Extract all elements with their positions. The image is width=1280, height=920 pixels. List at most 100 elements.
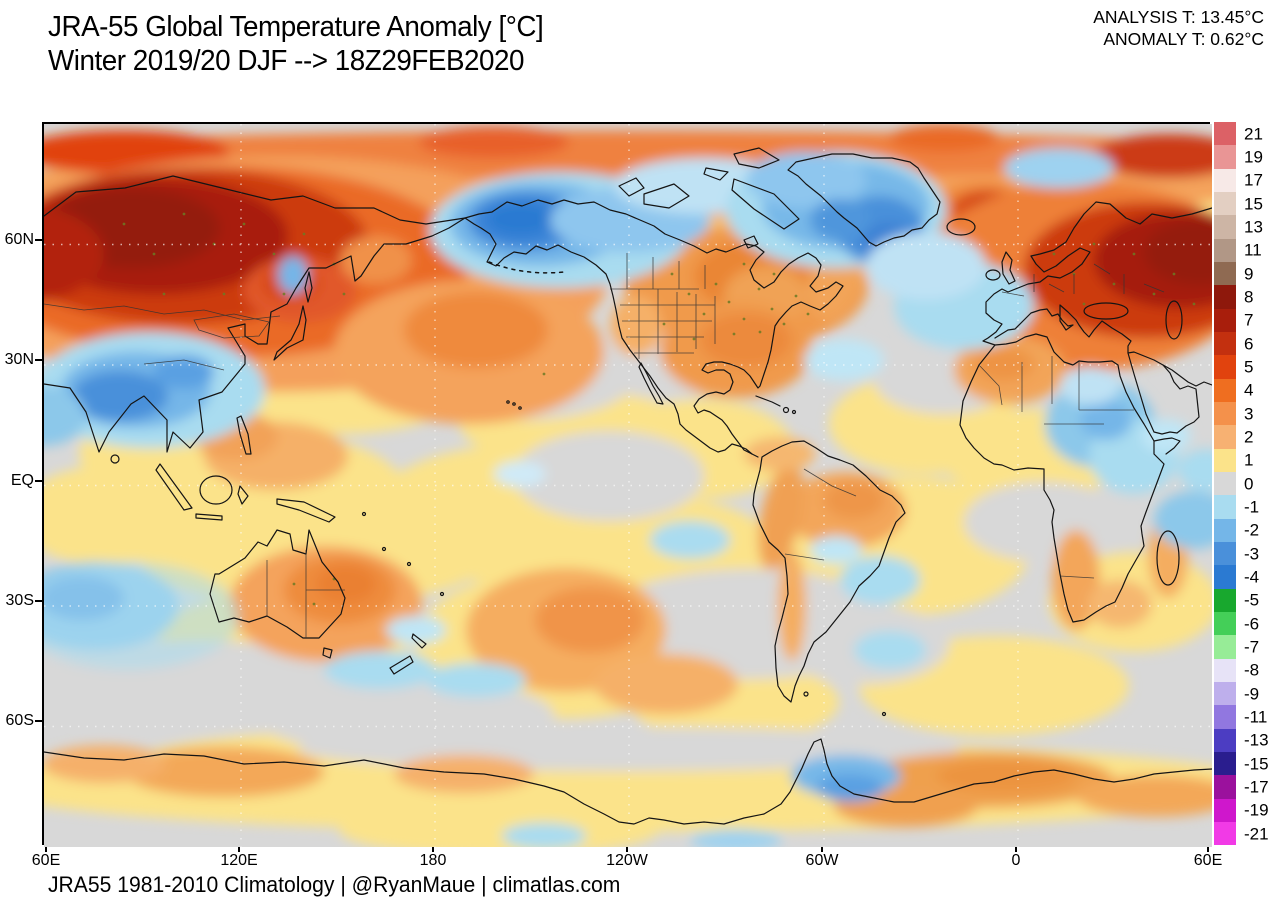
colorbar-label: 11 xyxy=(1244,240,1262,260)
colorbar-label: 15 xyxy=(1244,194,1263,214)
colorbar-segment: 5 xyxy=(1214,355,1280,379)
colorbar-label: 2 xyxy=(1244,427,1254,447)
colorbar-swatch xyxy=(1214,285,1236,309)
colorbar-label: -3 xyxy=(1244,544,1260,564)
colorbar-segment: -6 xyxy=(1214,611,1280,636)
colorbar-segment: 8 xyxy=(1214,285,1280,309)
world-anomaly-map xyxy=(42,122,1212,847)
colorbar-segment: 3 xyxy=(1214,401,1280,426)
colorbar-swatch xyxy=(1214,565,1236,589)
lon-tick xyxy=(626,845,628,852)
political-borders xyxy=(44,253,1165,638)
lon-tick xyxy=(1207,845,1209,852)
colorbar-swatch xyxy=(1214,775,1236,799)
coastlines xyxy=(44,147,1212,825)
colorbar-label: 13 xyxy=(1244,217,1263,237)
colorbar-segment: 4 xyxy=(1214,378,1280,402)
colorbar-swatch xyxy=(1214,378,1236,402)
colorbar-swatch xyxy=(1214,425,1236,449)
colorbar-segment: -3 xyxy=(1214,541,1280,566)
colorbar-segment: 7 xyxy=(1214,308,1280,332)
lat-tick xyxy=(35,720,42,722)
colorbar-label: -6 xyxy=(1244,614,1260,634)
longitude-label: 60W xyxy=(805,852,839,869)
colorbar-swatch xyxy=(1214,215,1236,239)
longitude-label: 120E xyxy=(220,852,258,869)
colorbar-label: -2 xyxy=(1244,520,1260,540)
colorbar-label: 3 xyxy=(1244,404,1254,424)
colorbar-label: 19 xyxy=(1244,147,1263,167)
colorbar-label: -9 xyxy=(1244,684,1260,704)
colorbar-swatch xyxy=(1214,541,1236,566)
colorbar-swatch xyxy=(1214,401,1236,426)
terrain-speckles xyxy=(122,212,1196,606)
colorbar-segment: -5 xyxy=(1214,588,1280,612)
longitude-label: 60E xyxy=(1193,852,1223,869)
colorbar-segment: 1 xyxy=(1214,448,1280,472)
colorbar-label: 7 xyxy=(1244,310,1254,330)
colorbar-label: 9 xyxy=(1244,264,1254,284)
longitude-label: 120W xyxy=(606,852,648,869)
colorbar-swatch xyxy=(1214,658,1236,682)
colorbar-segment: 2 xyxy=(1214,425,1280,449)
colorbar-label: 8 xyxy=(1244,287,1254,307)
colorbar-swatch xyxy=(1214,355,1236,379)
lat-tick xyxy=(35,239,42,241)
colorbar-swatch xyxy=(1214,448,1236,472)
colorbar-segment: -13 xyxy=(1214,728,1280,752)
colorbar-swatch xyxy=(1214,611,1236,636)
colorbar-swatch xyxy=(1214,518,1236,542)
lon-tick xyxy=(821,845,823,852)
colorbar-segment: -9 xyxy=(1214,681,1280,706)
colorbar-swatch xyxy=(1214,122,1236,146)
lon-tick xyxy=(432,845,434,852)
footer-credit: JRA55 1981-2010 Climatology | @RyanMaue … xyxy=(48,872,621,897)
colorbar-segment: 11 xyxy=(1214,238,1280,262)
lon-tick xyxy=(1015,845,1017,852)
colorbar-segment: 15 xyxy=(1214,191,1280,216)
colorbar-swatch xyxy=(1214,728,1236,752)
longitude-label: 60E xyxy=(31,852,61,869)
colorbar: 21 19 17 15 13 11 9 xyxy=(1214,122,1280,846)
colorbar-swatch xyxy=(1214,261,1236,286)
colorbar-swatch xyxy=(1214,191,1236,216)
colorbar-swatch xyxy=(1214,471,1236,496)
colorbar-segment: 17 xyxy=(1214,168,1280,192)
colorbar-swatch xyxy=(1214,821,1236,846)
colorbar-swatch xyxy=(1214,308,1236,332)
colorbar-label: -1 xyxy=(1244,497,1260,517)
stats-block: ANALYSIS T: 13.45°C ANOMALY T: 0.62°C xyxy=(1093,6,1264,50)
colorbar-swatch xyxy=(1214,635,1236,659)
page-title: JRA-55 Global Temperature Anomaly [°C] W… xyxy=(48,10,544,78)
lat-tick xyxy=(35,600,42,602)
colorbar-segment: 13 xyxy=(1214,215,1280,239)
colorbar-segment: -1 xyxy=(1214,495,1280,519)
colorbar-label: -8 xyxy=(1244,660,1260,680)
colorbar-label: 4 xyxy=(1244,380,1254,400)
title-line-1: JRA-55 Global Temperature Anomaly [°C] xyxy=(48,11,544,43)
colorbar-label: -5 xyxy=(1244,590,1260,610)
colorbar-label: 6 xyxy=(1244,334,1254,354)
colorbar-label: -11 xyxy=(1244,707,1268,727)
colorbar-segment: -8 xyxy=(1214,658,1280,682)
colorbar-swatch xyxy=(1214,145,1236,169)
colorbar-swatch xyxy=(1214,798,1236,822)
latitude-label: 30S xyxy=(5,592,34,609)
longitude-label: 180 xyxy=(419,852,447,869)
colorbar-swatch xyxy=(1214,495,1236,519)
colorbar-segment: -11 xyxy=(1214,705,1280,729)
colorbar-swatch xyxy=(1214,705,1236,729)
colorbar-segment: -15 xyxy=(1214,751,1280,776)
lat-tick xyxy=(35,480,42,482)
lon-tick xyxy=(238,845,240,852)
colorbar-label: -19 xyxy=(1244,800,1269,820)
colorbar-swatch xyxy=(1214,751,1236,776)
colorbar-label: 21 xyxy=(1244,124,1263,144)
longitude-label: 0 xyxy=(1011,852,1021,869)
colorbar-label: -4 xyxy=(1244,567,1260,587)
lon-tick xyxy=(45,845,47,852)
colorbar-label: -21 xyxy=(1244,824,1269,843)
colorbar-swatch xyxy=(1214,331,1236,356)
colorbar-segment: 19 xyxy=(1214,145,1280,169)
colorbar-label: -17 xyxy=(1244,777,1269,797)
